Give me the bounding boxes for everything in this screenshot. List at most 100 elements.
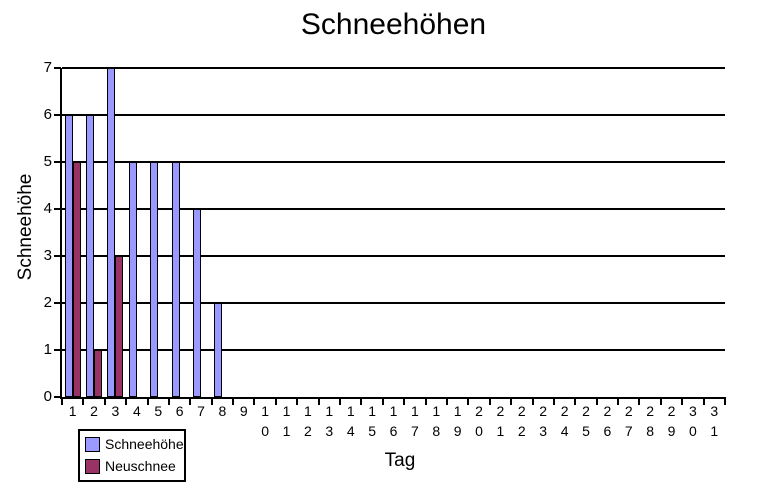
x-axis-tick xyxy=(510,397,513,405)
bar-neuschnee-day-1 xyxy=(72,162,81,397)
x-tick-label: 3 1 xyxy=(710,403,719,439)
legend-item-schneehoehe: Schneehöhe xyxy=(85,436,184,453)
x-axis-tick xyxy=(488,397,491,405)
x-tick-label: 6 xyxy=(175,403,184,419)
x-tick-label: 2 xyxy=(90,403,98,419)
x-axis-tick xyxy=(531,397,534,405)
x-axis-tick xyxy=(61,397,63,405)
y-tick-label: 4 xyxy=(43,200,52,217)
y-tick-label: 1 xyxy=(43,341,52,358)
legend-swatch-neuschnee xyxy=(85,459,100,474)
y-axis-tick xyxy=(54,161,61,163)
x-tick-label: 2 9 xyxy=(667,403,676,439)
x-axis-tick xyxy=(724,397,726,405)
x-tick-label: 1 1 xyxy=(282,403,291,439)
x-tick-label: 1 4 xyxy=(346,403,355,439)
y-tick-label: 0 xyxy=(43,388,52,405)
y-tick-label: 5 xyxy=(43,153,52,170)
x-axis-tick xyxy=(681,397,684,405)
bar-schneehoehe-day-5 xyxy=(150,162,159,397)
y-gridline xyxy=(62,208,725,210)
x-axis-tick xyxy=(617,397,620,405)
y-axis-tick xyxy=(54,349,61,351)
x-axis-tick xyxy=(638,397,641,405)
bar-neuschnee-day-2 xyxy=(94,350,103,397)
legend-item-neuschnee: Neuschnee xyxy=(85,458,180,475)
y-tick-label: 3 xyxy=(43,247,52,264)
x-tick-label: 1 3 xyxy=(325,403,334,439)
x-tick-label: 1 0 xyxy=(261,403,270,439)
y-gridline xyxy=(62,161,725,163)
x-tick-label: 2 1 xyxy=(496,403,505,439)
x-axis-tick xyxy=(424,397,427,405)
y-axis-tick xyxy=(54,255,61,257)
bar-schneehoehe-day-6 xyxy=(171,162,180,397)
x-tick-label: 1 7 xyxy=(410,403,419,439)
x-axis-tick xyxy=(381,397,384,405)
y-gridline xyxy=(62,349,725,351)
y-gridline xyxy=(62,255,725,257)
legend-label-neuschnee: Neuschnee xyxy=(105,458,176,474)
x-axis-tick xyxy=(360,397,363,405)
x-tick-label: 9 xyxy=(239,403,248,419)
x-tick-label: 3 xyxy=(111,403,120,419)
y-axis-tick xyxy=(54,67,61,69)
y-axis-tick xyxy=(54,302,61,304)
x-tick-label: 2 0 xyxy=(475,403,483,439)
bar-schneehoehe-day-3 xyxy=(107,68,116,397)
x-tick-label: 1 9 xyxy=(453,403,462,439)
x-tick-label: 1 6 xyxy=(389,403,398,439)
x-tick-label: 2 6 xyxy=(603,403,612,439)
x-axis-tick xyxy=(595,397,598,405)
y-tick-label: 7 xyxy=(43,59,52,76)
x-axis-tick xyxy=(167,397,170,405)
x-tick-label: 1 8 xyxy=(432,403,441,439)
x-tick-label: 2 4 xyxy=(560,403,569,439)
x-axis-tick xyxy=(339,397,342,405)
x-tick-label: 4 xyxy=(132,403,141,419)
x-axis-tick xyxy=(82,397,85,405)
bar-neuschnee-day-3 xyxy=(115,256,124,397)
y-axis-tick xyxy=(54,208,61,210)
x-tick-label: 5 xyxy=(154,403,163,419)
x-axis-tick xyxy=(702,397,705,405)
x-tick-label: 2 2 xyxy=(517,403,526,439)
x-tick-label: 2 3 xyxy=(539,403,548,439)
bar-schneehoehe-day-7 xyxy=(192,209,201,397)
legend-swatch-schneehoehe xyxy=(85,437,100,452)
x-axis-tick xyxy=(210,397,213,405)
x-axis-tick xyxy=(574,397,577,405)
x-tick-label: 2 5 xyxy=(582,403,590,439)
y-axis-line xyxy=(60,68,62,399)
x-axis-tick xyxy=(317,397,320,405)
x-axis-tick xyxy=(403,397,406,405)
bar-schneehoehe-day-1 xyxy=(64,115,73,397)
x-tick-label: 3 0 xyxy=(689,403,697,439)
legend: Schneehöhe Neuschnee xyxy=(78,429,186,482)
x-tick-label: 1 xyxy=(68,403,77,419)
x-axis-tick xyxy=(296,397,299,405)
x-axis-tick xyxy=(232,397,235,405)
x-axis-line xyxy=(60,397,725,399)
bar-schneehoehe-day-4 xyxy=(128,162,137,397)
x-axis-tick xyxy=(467,397,470,405)
y-tick-label: 6 xyxy=(43,106,52,123)
y-gridline xyxy=(62,302,725,304)
x-axis-tick xyxy=(552,397,555,405)
x-tick-label: 1 5 xyxy=(368,403,376,439)
x-axis-tick xyxy=(659,397,662,405)
x-axis-tick xyxy=(103,397,106,405)
x-tick-label: 1 2 xyxy=(304,403,312,439)
x-axis-tick xyxy=(146,397,149,405)
x-axis-tick xyxy=(445,397,448,405)
y-tick-label: 2 xyxy=(43,294,52,311)
y-axis-tick xyxy=(54,114,61,116)
x-tick-label: 2 8 xyxy=(646,403,655,439)
x-axis-tick xyxy=(125,397,128,405)
legend-label-schneehoehe: Schneehöhe xyxy=(105,436,184,452)
y-gridline xyxy=(62,67,725,69)
y-axis-tick xyxy=(54,396,61,398)
x-axis-tick xyxy=(274,397,277,405)
bar-schneehoehe-day-8 xyxy=(214,303,223,397)
